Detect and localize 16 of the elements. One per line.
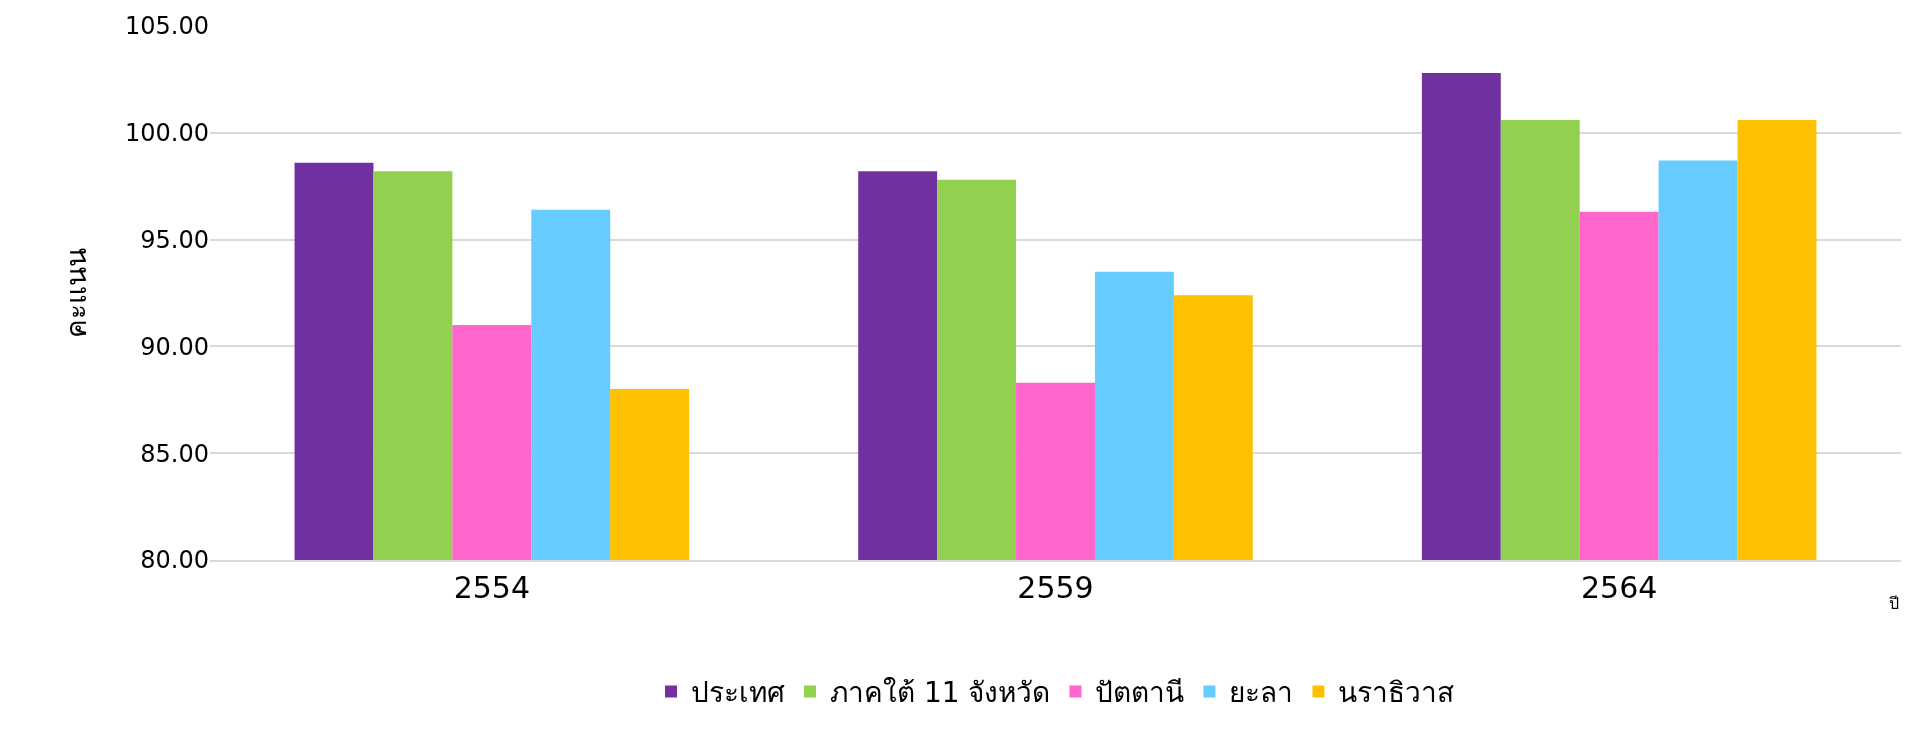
y-tick-label: 95.00 bbox=[140, 226, 209, 254]
x-tick-label: 2554 bbox=[453, 570, 531, 605]
x-tick-label: 2559 bbox=[1017, 570, 1094, 605]
y-tick-label: 80.00 bbox=[140, 546, 209, 575]
legend-label: ประเทศ bbox=[691, 676, 785, 710]
y-tick-label: 100.00 bbox=[125, 119, 209, 148]
legend-label: นราธิวาส bbox=[1338, 676, 1455, 710]
y-tick-label: 90.00 bbox=[140, 332, 209, 361]
legend-label: ปัตตานี bbox=[1095, 676, 1185, 710]
legend-label: ภาคใต้ 11 จังหวัด bbox=[830, 676, 1051, 710]
x-tick-label: 2564 bbox=[1580, 570, 1658, 605]
y-tick-label: 85.00 bbox=[140, 439, 209, 468]
y-axis-title: คะแนน bbox=[59, 248, 93, 338]
legend-label: ยะลา bbox=[1229, 676, 1294, 710]
y-tick-label: 105.00 bbox=[125, 12, 209, 41]
x-axis-title: ปี bbox=[1889, 594, 1899, 613]
